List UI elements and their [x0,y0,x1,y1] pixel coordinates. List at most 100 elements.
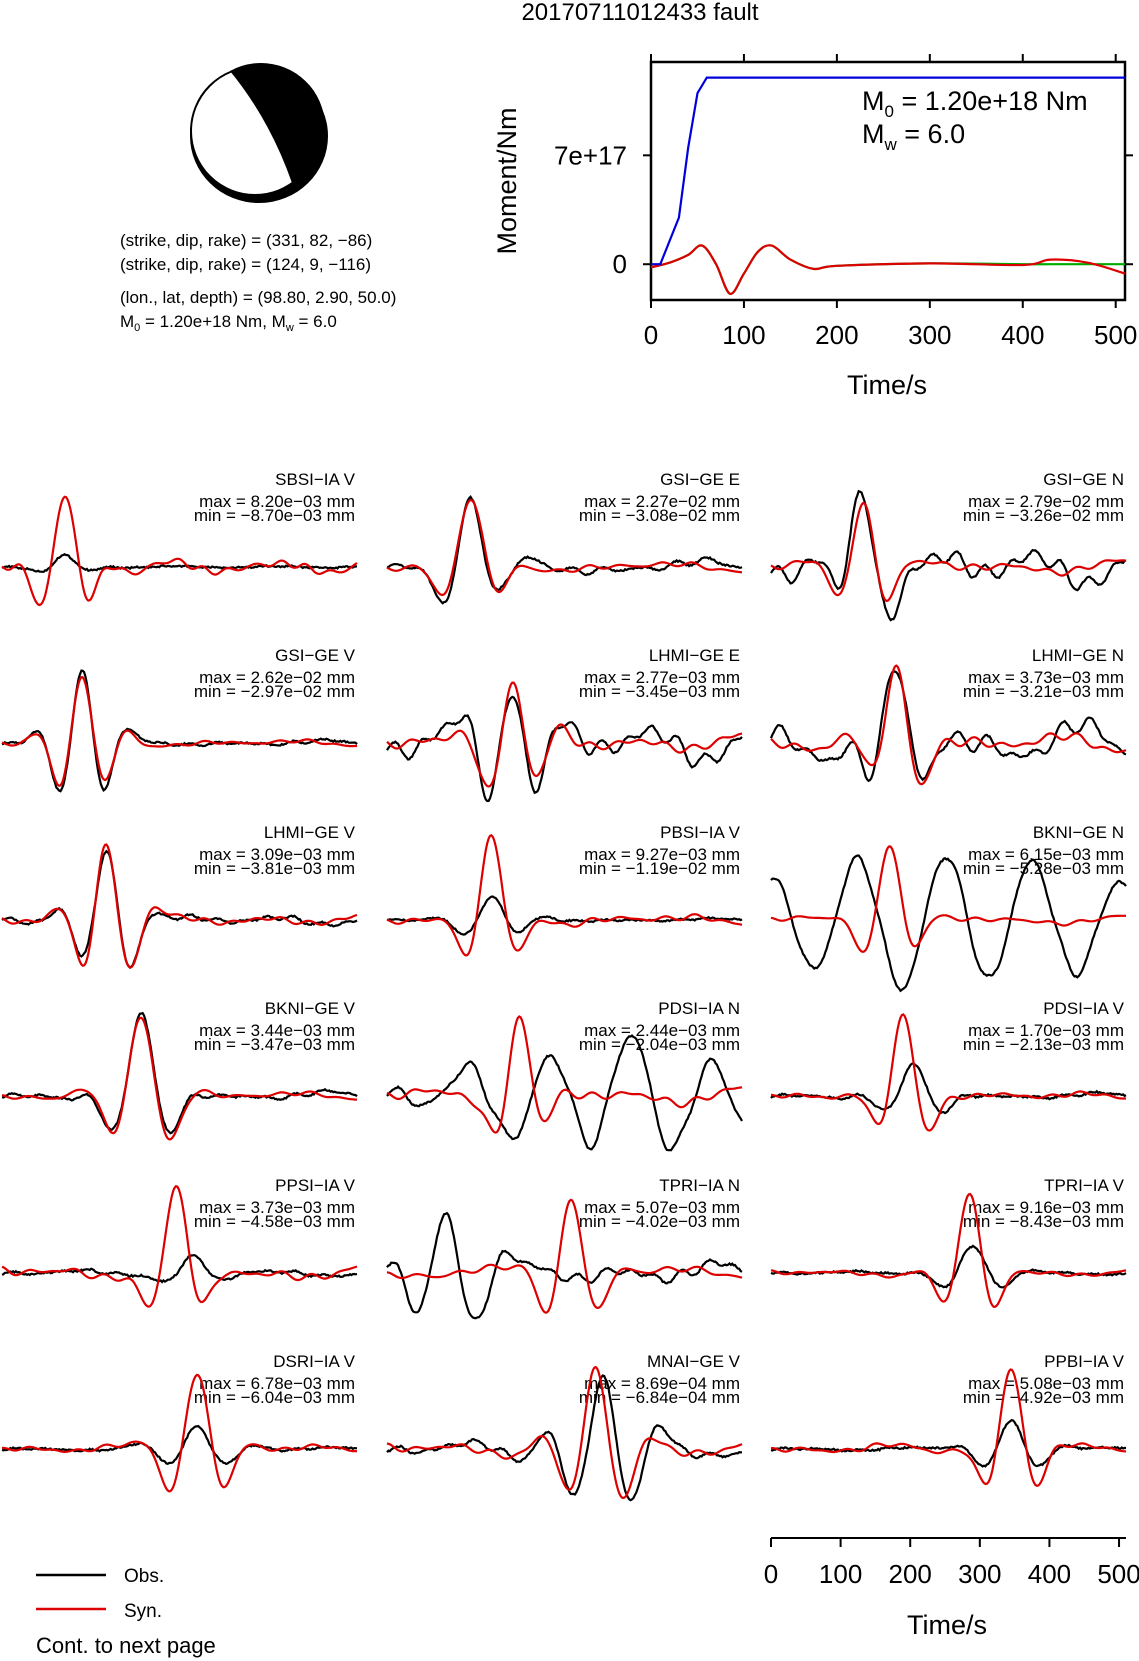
trace-max-label: max = 1.70e−03 mm [968,1021,1124,1040]
stf-ytick-label: 0 [613,249,627,279]
observed-trace [386,1211,743,1320]
stf-series-blue [651,76,1125,266]
stf-series-red [650,244,1126,295]
page-title: 20170711012433 fault [521,0,758,26]
synthetic-trace [770,845,1127,953]
trace-station-label: GSI−GE N [1043,470,1124,489]
synthetic-trace [386,498,743,597]
stf-series-green [650,244,1125,295]
trace-min-label: min = −3.08e−02 mm [579,506,740,525]
stf-xtick-label: 400 [1001,320,1044,350]
synthetic-trace [770,502,1127,603]
legend-syn-label: Syn. [124,1601,162,1622]
trace-min-label: min = −8.70e−03 mm [194,506,355,525]
trace-min-label: min = −3.47e−03 mm [194,1035,355,1054]
trace-max-label: max = 3.73e−03 mm [968,668,1124,687]
observed-trace [770,1418,1127,1468]
beachball [190,63,328,203]
observed-trace [770,854,1127,993]
synthetic-trace [1,1016,358,1141]
trace-min-label: min = −3.45e−03 mm [579,682,740,701]
stf-xtick-label: 300 [908,320,951,350]
synthetic-trace [1,843,358,969]
stf-m0-label: M0 = 1.20e+18 Nm [862,86,1088,121]
trace-max-label: max = 9.16e−03 mm [968,1198,1124,1217]
trace-min-label: min = −6.04e−03 mm [194,1388,355,1407]
trace-station-label: TPRI−IA N [659,1176,740,1195]
moment-rate-panel: Moment/Nm Time/s M0 = 1.20e+18 Nm Mw = 6… [492,54,1137,400]
observed-trace [386,1034,743,1152]
trace-station-label: PPSI−IA V [275,1176,356,1195]
synthetic-trace [770,664,1127,786]
synthetic-trace [1,1373,357,1493]
observed-trace [386,695,743,803]
trace-max-label: max = 9.27e−03 mm [584,845,740,864]
beachball-compression [230,63,325,184]
trace-station-label: PBSI−IA V [660,823,741,842]
time-axis-tick-label: 500 [1097,1559,1139,1589]
trace-max-label: max = 2.44e−03 mm [584,1021,740,1040]
trace-max-label: max = 2.62e−02 mm [199,668,355,687]
stf-ylabel: Moment/Nm [492,107,522,254]
synthetic-trace [386,681,743,788]
trace-station-label: BKNI−GE N [1033,823,1124,842]
trace-min-label: min = −5.28e−03 mm [963,859,1124,878]
stf-xtick-label: 100 [722,320,765,350]
time-axis: Time/s 0 100 200 300 400 500 [764,1537,1139,1640]
legend: Obs. Syn. [36,1566,164,1622]
trace-min-label: min = −4.58e−03 mm [194,1212,355,1231]
stf-xtick-label: 200 [815,320,858,350]
stf-frame [649,60,1127,302]
trace-station-label: PPBI−IA V [1044,1352,1125,1371]
nodal-plane-2: (strike, dip, rake) = (124, 9, −116) [120,255,371,274]
trace-station-label: MNAI−GE V [647,1352,741,1371]
trace-max-label: max = 6.78e−03 mm [199,1374,355,1393]
time-axis-tick-label: 100 [819,1559,862,1589]
observed-trace [769,670,1127,783]
trace-min-label: min = −4.92e−03 mm [963,1388,1124,1407]
synthetic-trace [386,833,743,957]
synthetic-trace [1,676,358,788]
trace-station-label: LHMI−GE V [264,823,356,842]
trace-station-label: PDSI−IA N [658,999,740,1018]
moment-text: M0 = 1.20e+18 Nm, Mw = 6.0 [120,312,337,334]
time-axis-tick-label: 400 [1028,1559,1071,1589]
synthetic-trace [1,495,358,607]
nodal-plane-1: (strike, dip, rake) = (331, 82, −86) [120,231,372,250]
observed-trace [770,1062,1127,1115]
synthetic-trace [770,1368,1127,1487]
trace-min-label: min = −2.97e−02 mm [194,682,355,701]
trace-station-label: BKNI−GE V [265,999,356,1018]
synthetic-trace [386,1015,743,1134]
location-text: (lon., lat, depth) = (98.80, 2.90, 50.0) [120,288,396,307]
observed-trace [386,1374,743,1502]
trace-min-label: min = −2.13e−03 mm [963,1035,1124,1054]
trace-station-label: LHMI−GE E [649,646,740,665]
stf-xtick-label: 500 [1094,320,1137,350]
trace-max-label: max = 5.07e−03 mm [584,1198,740,1217]
trace-max-label: max = 2.79e−02 mm [968,492,1124,511]
synthetic-trace [1,1184,358,1308]
stf-xtick-label: 0 [644,320,658,350]
stf-mw-label: Mw = 6.0 [862,119,965,154]
stf-ytick-label: 7e+17 [554,140,627,170]
trace-station-label: SBSI−IA V [275,470,356,489]
trace-min-label: min = −1.19e−02 mm [579,859,740,878]
trace-min-label: min = −3.26e−02 mm [963,506,1124,525]
trace-station-label: GSI−GE V [275,646,355,665]
time-axis-tick-label: 200 [889,1559,932,1589]
